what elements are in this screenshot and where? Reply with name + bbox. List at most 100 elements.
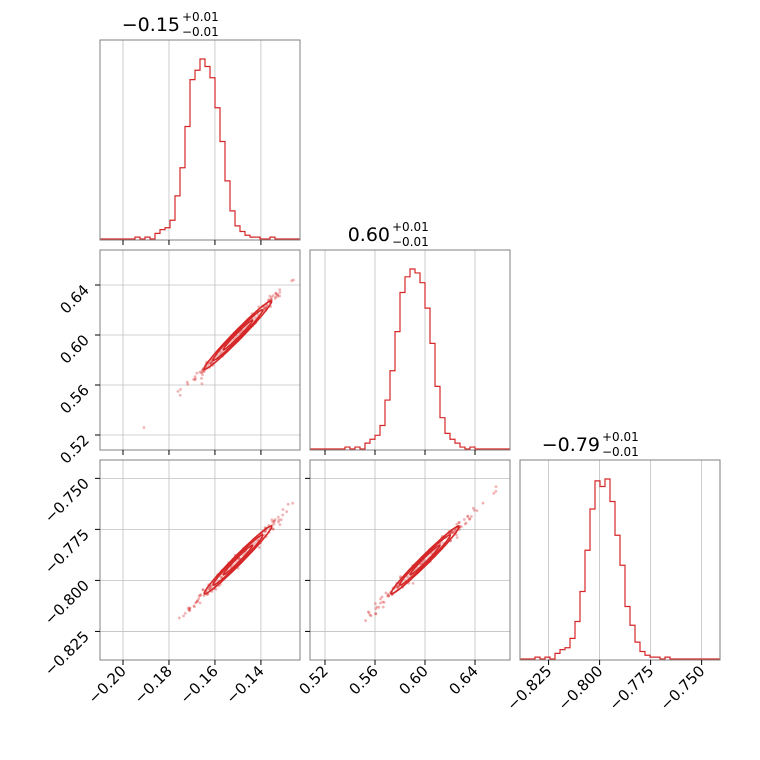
x-tick-label: −0.775 — [605, 662, 657, 714]
sample-point — [262, 306, 266, 309]
sample-point — [439, 542, 443, 546]
contour-level-2 — [398, 534, 452, 586]
sample-point — [200, 371, 203, 375]
sample-point — [188, 606, 192, 610]
sample-point — [277, 520, 280, 524]
sample-point — [368, 613, 372, 617]
sample-point — [198, 370, 202, 374]
sample-point — [292, 278, 295, 282]
sample-point — [271, 520, 275, 524]
sample-point — [219, 575, 223, 579]
sample-point — [234, 335, 238, 339]
sample-point — [366, 610, 370, 614]
contour-level-3 — [203, 525, 273, 595]
param-title-1: −0.15 — [122, 14, 180, 36]
sample-point — [257, 305, 261, 309]
sample-point — [268, 294, 272, 298]
sample-point — [179, 387, 182, 391]
sample-point — [219, 575, 222, 579]
sample-point — [420, 562, 423, 565]
sample-point — [202, 594, 206, 598]
sample-point — [406, 574, 410, 578]
param-title-plus: +0.01 — [182, 10, 219, 24]
sample-point — [218, 575, 222, 579]
param-title-plus: +0.01 — [392, 220, 429, 234]
sample-point — [452, 530, 456, 533]
sample-point — [201, 588, 205, 591]
sample-point — [379, 597, 382, 601]
sample-point — [210, 360, 214, 364]
sample-point — [462, 518, 466, 521]
sample-point — [273, 296, 277, 300]
panel-frame — [519, 459, 721, 661]
contour-level-1 — [409, 544, 441, 576]
sample-point — [386, 594, 390, 598]
x-tick-label: −0.825 — [503, 662, 555, 714]
sample-point — [207, 587, 211, 591]
y-tick-label: −0.800 — [41, 577, 93, 629]
sample-point — [276, 293, 279, 296]
sample-point — [220, 350, 224, 354]
sample-point — [290, 279, 294, 283]
sample-point — [367, 611, 371, 615]
panel-frame — [99, 459, 301, 661]
sample-point — [209, 361, 213, 365]
sample-point — [274, 295, 277, 299]
sample-point — [197, 597, 201, 601]
hist-panel-2 — [309, 249, 511, 451]
sample-point — [422, 560, 425, 564]
sample-point — [381, 605, 385, 609]
sample-point — [209, 361, 213, 365]
sample-point — [197, 594, 201, 598]
y-tick-label: 0.56 — [56, 381, 92, 417]
sample-point — [196, 599, 199, 603]
sample-point — [481, 501, 485, 505]
sample-point — [263, 307, 267, 311]
hist-panel-1 — [99, 39, 301, 241]
sample-point — [492, 491, 496, 495]
sample-point — [286, 502, 290, 506]
param-title-minus: −0.01 — [182, 25, 219, 39]
sample-point — [271, 294, 275, 298]
histogram-line — [520, 478, 720, 660]
sample-point — [302, 498, 305, 501]
sample-point — [374, 607, 378, 611]
sample-point — [276, 294, 280, 298]
sample-point — [220, 575, 223, 579]
sample-point — [177, 616, 181, 620]
x-tick-label: −0.750 — [656, 662, 708, 714]
sample-point — [291, 501, 295, 505]
contour-level-3 — [389, 525, 461, 595]
sample-point — [208, 585, 212, 589]
sample-point — [467, 517, 471, 521]
sample-point — [257, 546, 261, 549]
hist-panel-3 — [519, 459, 721, 661]
sample-point — [494, 485, 498, 489]
sample-point — [253, 541, 257, 545]
sample-point — [384, 591, 388, 595]
histogram-line — [310, 268, 510, 450]
sample-point — [236, 333, 239, 337]
sample-point — [194, 377, 197, 381]
sample-point — [263, 307, 267, 310]
sample-point — [301, 271, 304, 274]
sample-point — [275, 293, 279, 297]
scatter-panel-2-1 — [99, 249, 304, 451]
sample-point — [214, 587, 218, 591]
sample-point — [455, 536, 459, 539]
sample-point — [374, 612, 378, 616]
sample-point — [253, 315, 257, 319]
y-tick-label: 0.64 — [56, 281, 92, 317]
panel-frame — [99, 39, 301, 241]
sample-point — [281, 508, 285, 511]
histogram-line — [100, 58, 300, 240]
sample-point — [387, 594, 391, 598]
sample-point — [494, 489, 498, 493]
sample-point — [396, 584, 400, 588]
sample-point — [187, 608, 191, 611]
sample-point — [471, 506, 475, 510]
panel-frame — [309, 249, 511, 451]
sample-point — [186, 382, 190, 386]
sample-point — [369, 614, 373, 617]
sample-point — [457, 521, 461, 525]
